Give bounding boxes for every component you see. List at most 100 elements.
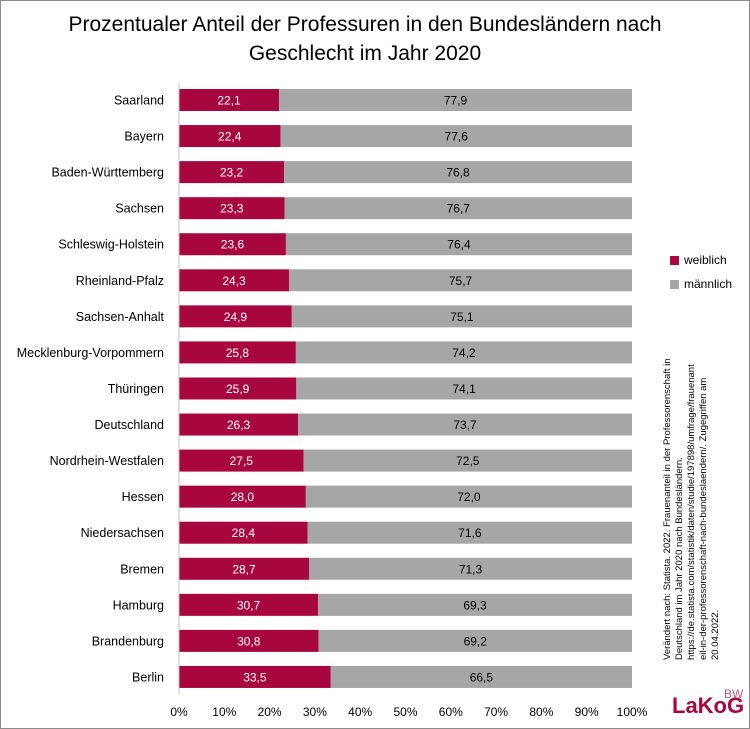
bar-weiblich [179,125,281,148]
lakog-logo: LaKoG BW [672,687,745,719]
data-label: 72,0 [457,490,481,504]
category-label: Schleswig-Holstein [58,238,164,252]
bar-weiblich [179,269,290,292]
bar-weiblich [179,305,292,328]
legend-label: männlich [684,277,733,291]
bar-weiblich [179,413,299,436]
bar-maennlich [330,665,632,688]
legend-swatch [670,255,679,265]
category-label: Rheinland-Pfalz [76,274,164,288]
bar-weiblich [179,485,306,508]
data-label: 71,6 [458,526,482,540]
bar-weiblich [179,593,319,616]
data-label: 28,7 [232,562,256,576]
data-label: 76,7 [447,202,471,216]
category-label: Deutschland [95,418,165,432]
bar-weiblich [179,521,308,544]
data-label: 25,9 [226,382,250,396]
data-label: 23,3 [220,202,244,216]
category-label: Nordrhein-Westfalen [50,454,164,468]
category-label: Sachsen-Anhalt [76,310,165,324]
bar-maennlich [289,269,632,292]
legend-item-weiblich: weiblich [670,248,732,272]
bar-weiblich [179,629,319,652]
data-label: 71,3 [459,562,483,576]
legend-label: weiblich [684,253,727,267]
data-label: 25,8 [226,346,250,360]
data-label: 27,5 [230,454,254,468]
data-label: 23,2 [220,166,244,180]
bar-weiblich [179,161,285,184]
x-tick-label: 50% [393,705,417,719]
data-label: 73,7 [453,418,477,432]
x-tick-label: 40% [348,705,372,719]
legend-item-maennlich: männlich [670,272,732,296]
bar-weiblich [179,377,297,400]
bar-maennlich [295,341,632,364]
data-label: 77,9 [444,94,468,108]
legend-swatch [670,279,679,289]
bar-maennlich [291,305,632,328]
source-line: 20.04.2022. [710,609,721,660]
logo-text: LaKoG [672,693,745,718]
x-tick-label: 0% [170,705,188,719]
data-label: 77,6 [445,130,469,144]
category-label: Thüringen [108,382,164,396]
bar-weiblich [179,197,285,220]
x-tick-label: 10% [212,705,236,719]
data-label: 30,7 [237,598,261,612]
data-label: 22,1 [217,94,241,108]
x-tick-label: 60% [439,705,463,719]
category-label: Saarland [114,94,164,108]
bar-weiblich [179,341,296,364]
bar-maennlich [279,89,632,111]
logo-superscript: BW [724,687,744,701]
data-label: 74,2 [452,346,476,360]
legend: weiblich männlich [670,248,732,296]
bar-maennlich [284,161,632,184]
data-label: 69,3 [463,598,487,612]
bar-weiblich [179,449,304,472]
bar-maennlich [307,521,632,544]
bar-maennlich [284,197,632,220]
category-label: Hessen [122,490,164,504]
data-label: 28,4 [232,526,256,540]
source-line: https://de.statista.com/statistik/daten/… [686,364,697,660]
source-line: Verändert nach: Statista. 2022. Frauenan… [662,358,673,660]
category-label: Niedersachsen [81,526,164,540]
category-label: Bremen [120,562,164,576]
category-label: Hamburg [113,598,164,612]
x-tick-label: 80% [529,705,553,719]
bar-weiblich [179,665,331,688]
bar-maennlich [285,233,632,256]
bar-maennlich [305,485,632,508]
bar-maennlich [318,629,632,652]
category-label: Bayern [124,130,164,144]
data-label: 76,4 [447,238,471,252]
data-label: 69,2 [464,634,488,648]
bar-maennlich [298,413,632,436]
data-label: 74,1 [452,382,476,396]
bar-maennlich [296,377,632,400]
x-tick-label: 30% [303,705,327,719]
category-label: Brandenburg [92,634,164,648]
bar-weiblich [179,89,280,111]
source-note: Verändert nach: Statista. 2022. Frauenan… [662,320,722,660]
bar-maennlich [309,557,632,580]
data-label: 66,5 [470,670,494,684]
bar-maennlich [280,125,632,148]
source-line: Deutschland im Jahr 2020 nach Bundesländ… [674,457,685,660]
data-label: 30,8 [237,634,261,648]
data-label: 26,3 [227,418,251,432]
data-label: 28,0 [231,490,255,504]
bar-maennlich [318,593,632,616]
x-tick-label: 70% [484,705,508,719]
x-tick-label: 90% [575,705,599,719]
data-label: 22,4 [218,130,242,144]
category-label: Mecklenburg-Vorpommern [17,346,164,360]
bar-weiblich [179,233,286,256]
data-label: 24,9 [224,310,248,324]
data-label: 75,1 [450,310,474,324]
x-tick-label: 20% [258,705,282,719]
data-label: 23,6 [221,238,245,252]
